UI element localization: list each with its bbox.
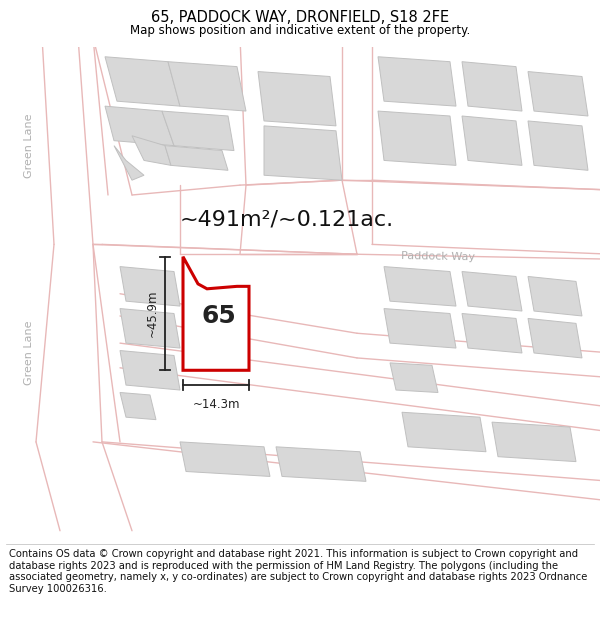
Polygon shape xyxy=(276,447,366,481)
Polygon shape xyxy=(528,71,588,116)
Polygon shape xyxy=(462,314,522,353)
Text: Contains OS data © Crown copyright and database right 2021. This information is : Contains OS data © Crown copyright and d… xyxy=(9,549,587,594)
Polygon shape xyxy=(378,57,456,106)
Text: ~491m²/~0.121ac.: ~491m²/~0.121ac. xyxy=(180,210,394,229)
Polygon shape xyxy=(120,309,180,348)
Polygon shape xyxy=(492,422,576,462)
Polygon shape xyxy=(105,106,174,146)
Polygon shape xyxy=(114,146,144,180)
Polygon shape xyxy=(462,62,522,111)
Text: Green Lane: Green Lane xyxy=(24,113,34,178)
Polygon shape xyxy=(168,62,246,111)
Text: 65, PADDOCK WAY, DRONFIELD, S18 2FE: 65, PADDOCK WAY, DRONFIELD, S18 2FE xyxy=(151,10,449,25)
Polygon shape xyxy=(528,276,582,316)
Polygon shape xyxy=(378,111,456,166)
Polygon shape xyxy=(165,146,228,170)
Polygon shape xyxy=(528,318,582,358)
Text: Paddock Way: Paddock Way xyxy=(401,251,475,262)
Text: ~14.3m: ~14.3m xyxy=(192,398,240,411)
Polygon shape xyxy=(462,116,522,166)
Polygon shape xyxy=(258,71,336,126)
Polygon shape xyxy=(105,57,180,106)
Polygon shape xyxy=(120,392,156,419)
Text: ~45.9m: ~45.9m xyxy=(145,290,158,338)
Polygon shape xyxy=(402,412,486,452)
Polygon shape xyxy=(528,121,588,170)
Polygon shape xyxy=(162,111,234,151)
Polygon shape xyxy=(462,271,522,311)
Polygon shape xyxy=(183,257,249,370)
Polygon shape xyxy=(384,309,456,348)
Polygon shape xyxy=(180,442,270,476)
Text: Green Lane: Green Lane xyxy=(24,321,34,385)
Text: Map shows position and indicative extent of the property.: Map shows position and indicative extent… xyxy=(130,24,470,36)
Polygon shape xyxy=(132,136,171,166)
Polygon shape xyxy=(264,126,342,180)
Polygon shape xyxy=(390,363,438,392)
Polygon shape xyxy=(120,267,180,306)
Text: 65: 65 xyxy=(202,304,236,328)
Polygon shape xyxy=(120,351,180,390)
Polygon shape xyxy=(384,267,456,306)
